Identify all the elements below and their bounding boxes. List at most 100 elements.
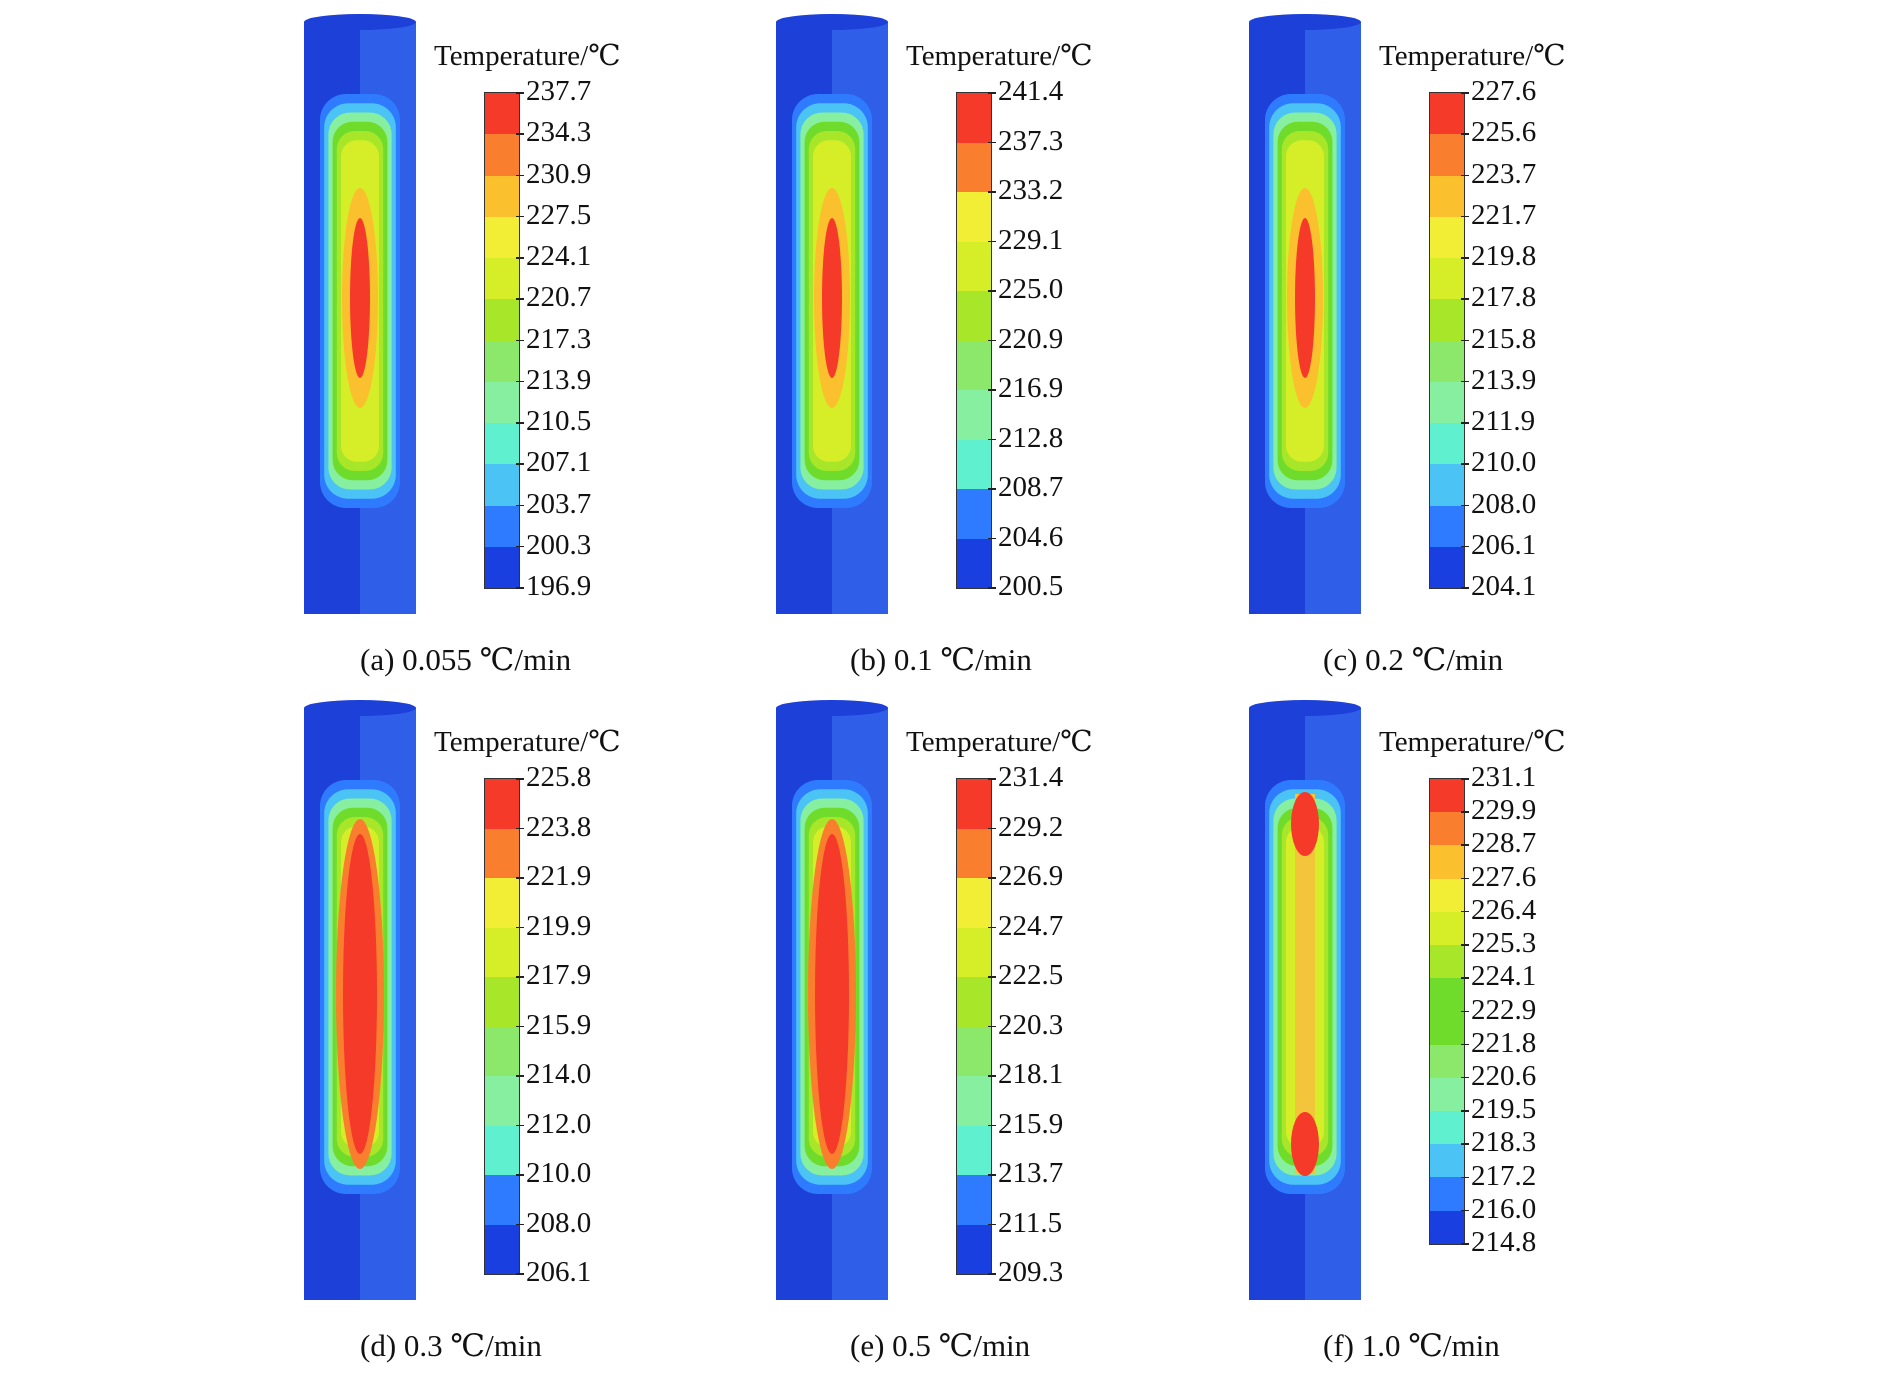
panel-f: Temperature/℃ (f) 1.0 ℃/min 231.1 229.9 22…	[1245, 694, 1805, 1384]
color-bar-segment	[485, 977, 519, 1027]
tick-label: 220.6	[1471, 1059, 1537, 1092]
tick-mark	[1461, 910, 1469, 913]
tick-mark	[988, 1273, 996, 1275]
tick-mark	[988, 191, 996, 193]
color-bar-segment	[1430, 1077, 1464, 1112]
tick-mark	[988, 926, 996, 928]
color-bar-segment	[1430, 1144, 1464, 1178]
tick-mark	[988, 976, 996, 978]
cylinder-cap	[1249, 700, 1361, 716]
tick-label: 229.2	[998, 810, 1064, 843]
color-bar-segment	[485, 216, 519, 258]
color-bar-segment	[485, 464, 519, 506]
tick-label: 215.8	[1471, 322, 1537, 355]
tick-label: 237.7	[526, 75, 592, 107]
tick-label: 204.1	[1471, 570, 1537, 602]
color-bar-segment	[485, 1125, 519, 1175]
tick-mark	[1461, 92, 1469, 94]
color-bar-segment	[957, 291, 991, 341]
color-bar-segment	[485, 1224, 519, 1274]
color-bar-segment	[1430, 945, 1464, 979]
tick-mark	[1461, 587, 1469, 589]
legend-title: Temperature/℃	[434, 40, 621, 72]
cylinder-cap	[776, 700, 888, 716]
tick-mark	[1461, 977, 1469, 979]
legend-title: Temperature/℃	[906, 40, 1093, 72]
panel-caption: (d) 0.3 ℃/min	[360, 1328, 542, 1363]
tick-label: 225.0	[998, 273, 1064, 305]
tick-mark	[1461, 778, 1469, 780]
color-bar-segment	[1430, 878, 1464, 912]
tick-label: 209.3	[998, 1256, 1064, 1288]
panel-caption: (a) 0.055 ℃/min	[360, 642, 572, 677]
tick-mark	[516, 174, 524, 176]
tick-mark	[1461, 174, 1469, 176]
color-bar-segment	[485, 381, 519, 423]
tick-label: 216.9	[998, 372, 1064, 404]
color-bar-segment	[485, 299, 519, 341]
color-bar-segment	[1430, 1177, 1464, 1211]
panel-a: Temperature/℃ (a) 0.055 ℃/min 237.7 234.3…	[300, 8, 860, 698]
tick-mark	[988, 141, 996, 143]
panel-c: Temperature/℃ (c) 0.2 ℃/min 227.6 225.6 22…	[1245, 8, 1805, 698]
color-bar-segment	[1430, 216, 1464, 258]
color-bar-segment	[1430, 1111, 1464, 1145]
tick-mark	[1461, 298, 1469, 300]
color-bar-segment	[957, 828, 991, 878]
tick-label: 241.4	[998, 75, 1064, 107]
tick-label: 216.0	[1471, 1192, 1537, 1225]
tick-mark	[988, 389, 996, 391]
tick-label: 225.6	[1471, 116, 1537, 149]
hot-zone-core	[815, 834, 849, 1154]
tick-label: 220.9	[998, 322, 1064, 355]
panel-caption: (f) 1.0 ℃/min	[1323, 1328, 1500, 1363]
tick-label: 218.1	[998, 1058, 1064, 1090]
color-bar-segment	[1430, 546, 1464, 588]
tick-label: 231.4	[998, 761, 1064, 793]
tick-label: 210.0	[526, 1157, 592, 1189]
color-bar-segment	[485, 828, 519, 878]
tick-label: 223.8	[526, 810, 592, 843]
color-bar-segment	[1430, 505, 1464, 547]
tick-mark	[988, 339, 996, 341]
tick-label: 225.3	[1471, 927, 1537, 960]
tick-label: 206.1	[1471, 528, 1537, 561]
hot-zone-bottom	[1291, 1112, 1319, 1176]
tick-mark	[1461, 380, 1469, 383]
tick-label: 208.0	[526, 1206, 592, 1239]
tick-mark	[988, 537, 996, 539]
panel-b: Temperature/℃ (b) 0.1 ℃/min 241.4 237.3 23…	[772, 8, 1332, 698]
color-bar	[484, 778, 520, 1275]
tick-label: 219.5	[1471, 1093, 1537, 1126]
color-bar-segment	[485, 927, 519, 977]
tick-mark	[1461, 422, 1469, 424]
color-bar-segment	[485, 1026, 519, 1076]
color-bar-segment	[1430, 423, 1464, 465]
cylinder-contour	[776, 700, 888, 1300]
color-bar-segment	[957, 1175, 991, 1225]
cylinder-contour	[1249, 14, 1361, 614]
color-bar-segment	[485, 546, 519, 588]
color-bar-segment	[1430, 812, 1464, 846]
color-bar-segment	[1430, 299, 1464, 341]
tick-mark	[516, 778, 524, 780]
color-bar-segment	[957, 927, 991, 977]
color-bar-segment	[957, 538, 991, 588]
color-bar-segment	[957, 1125, 991, 1175]
hot-zone-core	[350, 218, 370, 378]
tick-mark	[1461, 811, 1469, 813]
tick-label: 218.3	[1471, 1126, 1537, 1159]
tick-mark	[988, 1025, 996, 1027]
tick-mark	[1461, 1043, 1469, 1046]
tick-label: 206.1	[526, 1256, 592, 1288]
tick-label: 213.7	[998, 1157, 1064, 1189]
tick-mark	[1461, 504, 1469, 506]
color-bar-segment	[485, 1076, 519, 1126]
color-bar-segment	[1430, 1210, 1464, 1244]
color-bar-segment	[1430, 978, 1464, 1012]
tick-label: 210.5	[526, 405, 592, 437]
tick-mark	[516, 504, 524, 506]
tick-mark	[1461, 1143, 1469, 1145]
tick-label: 200.3	[526, 528, 592, 561]
tick-mark	[516, 1273, 524, 1275]
